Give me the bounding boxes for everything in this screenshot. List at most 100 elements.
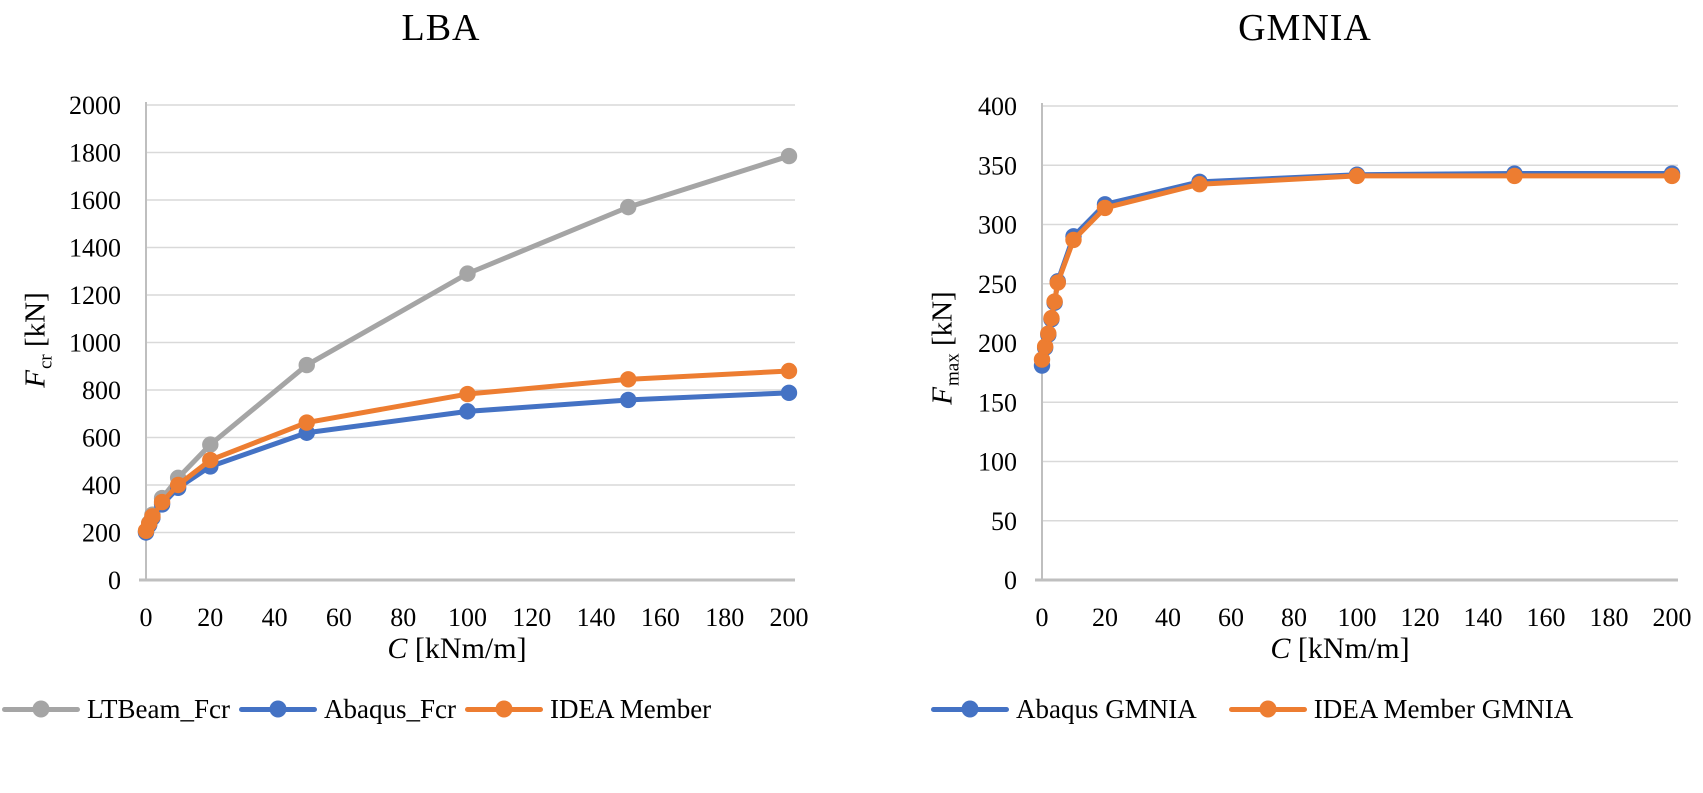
series-marker-gray [459, 265, 476, 282]
lba-chart-panel: LBA 0 200 400 600 800 1000 1200 1400 1600 1800 200… [0, 0, 850, 793]
gmnia-chart-title: GMNIA [1238, 7, 1372, 49]
lba-plot-area: 0 200 400 600 800 1000 1200 1400 1600 1800 2000 0 20… [69, 91, 809, 632]
x-tick-label: 60 [326, 603, 352, 632]
x-tick-label: 20 [1092, 603, 1118, 632]
series-marker-orange [1033, 351, 1051, 368]
series-marker-orange [1506, 167, 1523, 185]
series-line-gray [143, 153, 792, 534]
x-tick-label: 20 [197, 603, 223, 632]
x-tick-label: 120 [1401, 603, 1440, 632]
series-marker-orange [1663, 167, 1681, 185]
y-tick-label: 1000 [69, 329, 121, 358]
legend-item-abaqus-fcr: Abaqus_Fcr [238, 693, 456, 725]
y-tick-label: 350 [978, 151, 1017, 180]
y-tick-label: 1400 [69, 234, 121, 263]
abaqus-gmnia-series-marker-icon [931, 700, 1009, 718]
series-marker-orange [1046, 293, 1063, 310]
series-marker-gray [202, 436, 219, 453]
series-marker-blue [620, 391, 637, 409]
legend-item-idea-member-gmnia: IDEA Member GMNIA [1228, 693, 1574, 725]
x-tick-label: 40 [1155, 603, 1181, 632]
legend-label-idea-member-gmnia: IDEA Member GMNIA [1313, 693, 1574, 724]
gmnia-x-axis-label: C [kNm/m] [1140, 632, 1540, 666]
x-tick-label: 200 [1653, 603, 1692, 632]
legend-label-ltbeam-fcr: LTBeam_Fcr [87, 693, 230, 724]
gmnia-x-axis-unit: [kNm/m] [1290, 632, 1410, 665]
y-tick-label: 50 [991, 507, 1017, 536]
gmnia-y-axis-unit: [kN] [926, 291, 959, 354]
x-tick-label: 100 [1338, 603, 1377, 632]
series-marker-orange [620, 371, 637, 388]
legend-label-idea-member: IDEA Member [549, 693, 712, 724]
series-marker-gray [620, 198, 637, 216]
series-marker-gray [298, 356, 315, 374]
series-marker-blue [780, 384, 798, 402]
y-tick-label: 600 [82, 424, 121, 453]
gmnia-y-axis-subscript: max [942, 353, 964, 387]
x-tick-label: 80 [390, 603, 416, 632]
x-tick-label: 0 [140, 603, 153, 632]
series-marker-orange [1065, 231, 1082, 249]
gmnia-y-axis-label: Fmax [kN] [926, 291, 964, 405]
x-tick-label: 120 [512, 603, 551, 632]
series-marker-orange [1348, 167, 1366, 185]
idea-member-gmnia-series-marker-icon [1228, 700, 1307, 718]
abaqus-fcr-series-marker-icon [238, 700, 317, 718]
ltbeam-fcr-series-marker-icon [2, 700, 80, 718]
legend-item-ltbeam-fcr: LTBeam_Fcr [2, 694, 230, 725]
gmnia-y-axis-symbol: F [926, 387, 959, 405]
x-tick-label: 160 [1527, 603, 1566, 632]
legend-label-abaqus-fcr: Abaqus_Fcr [323, 693, 456, 724]
series-marker-orange [169, 476, 187, 494]
y-tick-label: 200 [978, 329, 1017, 358]
series-marker-orange [202, 451, 219, 469]
y-tick-label: 400 [978, 92, 1017, 121]
y-tick-label: 400 [82, 471, 121, 500]
legend-item-abaqus-gmnia: Abaqus GMNIA [931, 694, 1197, 725]
series-marker-gray [780, 147, 798, 165]
lba-y-axis-symbol: F [19, 370, 52, 388]
y-tick-label: 300 [978, 211, 1017, 240]
legend-label-abaqus-gmnia: Abaqus GMNIA [1016, 693, 1197, 724]
gmnia-chart-panel: GMNIA 0 50 100 150 200 250 300 350 400 0 20 40 60 80 1… [853, 0, 1703, 793]
y-tick-label: 250 [978, 270, 1017, 299]
series-marker-blue [459, 403, 476, 420]
lba-legend: LTBeam_Fcr Abaqus_Fcr IDEA Member [2, 690, 711, 728]
gmnia-x-axis-symbol: C [1270, 632, 1291, 665]
idea-member-series-marker-icon [464, 700, 543, 718]
series-marker-orange [153, 493, 171, 511]
series-marker-orange [1096, 199, 1114, 217]
lba-y-axis-label: Fcr [kN] [19, 292, 57, 388]
series-marker-orange [298, 414, 315, 431]
y-tick-label: 800 [82, 376, 121, 405]
lba-y-axis-subscript: cr [35, 354, 57, 370]
lba-x-axis-label: C [kNm/m] [257, 632, 657, 666]
legend-item-idea-member: IDEA Member [464, 693, 712, 725]
lba-x-axis-symbol: C [387, 632, 408, 665]
x-tick-label: 140 [577, 603, 616, 632]
gmnia-legend: Abaqus GMNIA IDEA Member GMNIA [931, 690, 1573, 728]
series-line-orange [1039, 173, 1675, 363]
y-tick-label: 1200 [69, 281, 121, 310]
series-marker-orange [1049, 274, 1066, 291]
x-tick-label: 80 [1281, 603, 1307, 632]
series-marker-orange [459, 385, 476, 403]
lba-chart-title: LBA [401, 7, 481, 49]
x-tick-label: 100 [448, 603, 487, 632]
series-marker-orange [1040, 325, 1057, 342]
y-tick-label: 0 [1004, 566, 1017, 595]
lba-y-axis-unit: [kN] [19, 292, 52, 355]
series-marker-orange [1043, 309, 1060, 327]
x-tick-label: 0 [1036, 603, 1049, 632]
y-tick-label: 0 [108, 566, 121, 595]
x-tick-label: 40 [262, 603, 288, 632]
x-tick-label: 200 [770, 603, 809, 632]
y-tick-label: 200 [82, 519, 121, 548]
y-tick-label: 150 [978, 388, 1017, 417]
y-tick-label: 1800 [69, 139, 121, 168]
x-tick-label: 180 [1590, 603, 1629, 632]
y-tick-label: 100 [978, 448, 1017, 477]
x-tick-label: 60 [1218, 603, 1244, 632]
series-marker-orange [144, 508, 161, 525]
